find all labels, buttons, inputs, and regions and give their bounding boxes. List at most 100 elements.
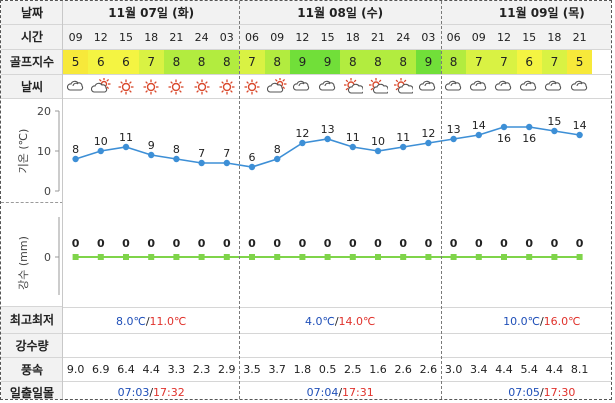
wind-speed-cell: 8.1	[570, 363, 589, 376]
temp-data-label: 7	[223, 147, 230, 160]
rain-point	[148, 254, 155, 260]
sunset-time: 17:32	[153, 386, 185, 399]
rain-data-label: 0	[248, 237, 256, 250]
wind-speed-cell: 0.5	[318, 363, 337, 376]
temp-y-tick-label: 20	[37, 105, 51, 118]
temp-point	[475, 131, 482, 139]
rain-data-label: 0	[223, 237, 231, 250]
rain-point	[551, 254, 558, 260]
sunrise-time: 07:05	[508, 386, 540, 399]
temp-point	[324, 135, 331, 143]
temp-point	[576, 131, 583, 139]
sunset-time: 17:30	[543, 386, 576, 399]
row-label-minmax: 최고최저	[1, 307, 63, 334]
golf-index-cell: 9	[315, 50, 341, 74]
rain-data-label: 0	[173, 237, 181, 250]
hour-cell: 03	[219, 31, 234, 44]
golf-index-cell: 8	[189, 50, 215, 74]
cloudy-icon	[416, 75, 441, 98]
rain-data-label: 0	[399, 237, 407, 250]
sunny-icon	[189, 75, 214, 98]
wind-speed-cell: 2.5	[344, 363, 362, 376]
sun-sep: /	[539, 386, 544, 399]
precip-row	[63, 334, 611, 358]
temp-data-label: 9	[148, 139, 155, 152]
temp-point	[148, 151, 155, 159]
rain-point	[450, 254, 457, 260]
max-temp: 11.0℃	[149, 315, 187, 328]
sun-sep: /	[149, 386, 154, 399]
minmax-sep: /	[145, 315, 150, 328]
golf-index-cell: 6	[113, 50, 139, 74]
rain-point	[349, 254, 356, 260]
hour-cell: 15	[118, 31, 133, 44]
temp-data-label: 11	[346, 131, 360, 144]
wind-speed-cell: 2.3	[192, 363, 211, 376]
minmax-cell: 4.0℃/14.0℃	[239, 308, 441, 335]
rain-point	[576, 254, 583, 260]
golf-index-cell: 8	[163, 50, 189, 74]
day-separator	[239, 1, 241, 399]
temp-point	[551, 127, 558, 135]
hour-cell: 15	[320, 31, 335, 44]
wind-row: 9.0 6.9 6.4 4.4 3.3 2.3 2.9 3.5 3.7 1.8 0.5 2.5 1.6 2…	[63, 358, 611, 382]
rain-data-label: 0	[324, 237, 332, 250]
date-header: 11월 08일 (수)	[297, 6, 384, 20]
rain-point	[72, 254, 79, 260]
sunny-icon	[239, 75, 264, 98]
wind-speed-cell: 2.6	[394, 363, 412, 376]
time-row: 09 12 15 18 21 24 03 06 09 12 15 18 21 24 03 06 09 12 15 18…	[63, 25, 611, 50]
golf-index-cell: 5	[63, 50, 89, 74]
sun-cell: 07:04/17:31	[239, 382, 441, 399]
cloudy-icon	[63, 75, 88, 98]
hour-cell: 18	[547, 31, 562, 44]
temp-point	[122, 143, 130, 151]
temp-data-label: 8	[274, 143, 281, 156]
hour-cell: 12	[93, 31, 108, 44]
hour-cell: 21	[572, 31, 587, 44]
temp-data-label: 11	[396, 131, 410, 144]
hour-cell: 12	[295, 31, 310, 44]
temp-point	[425, 139, 432, 147]
temp-point	[72, 155, 79, 163]
wind-speed-cell: 6.9	[92, 363, 110, 376]
sunny-icon	[113, 75, 138, 98]
hour-cell: 06	[244, 31, 259, 44]
row-label-precip: 강수량	[1, 334, 63, 358]
precipitation-chart: 0 0 0 0 0 0 0 0 0 0 0 0 0 0 0 0 0 0 0 0 0 0	[44, 217, 584, 295]
row-label-date: 날짜	[1, 1, 63, 25]
sunrise-time: 07:04	[306, 386, 339, 399]
rain-point	[400, 254, 407, 260]
temp-y-tick-label: 0	[44, 185, 51, 198]
golf-index-cell: 7	[466, 50, 492, 74]
golf-index-cell: 8	[365, 50, 391, 74]
sun-row: 07:03/17:32 07:04/17:31 07:05/17:30	[63, 382, 611, 399]
rain-data-label: 0	[122, 237, 130, 250]
rain-data-label: 0	[349, 237, 357, 250]
row-label-rain-area	[1, 203, 63, 307]
rain-point	[475, 254, 482, 260]
rain-data-label: 0	[273, 237, 281, 250]
hour-cell: 15	[522, 31, 537, 44]
rain-point	[324, 254, 331, 260]
rain-point	[501, 254, 507, 260]
day-separator	[441, 1, 442, 399]
wind-speed-cell: 3.7	[268, 363, 286, 376]
golf-index-cell: 5	[567, 50, 593, 74]
minmax-cell: 8.0℃/11.0℃	[63, 308, 239, 335]
wind-speed-cell: 2.6	[419, 363, 438, 376]
temperature-chart: 0 10 20 8 10 11 9 8 7 7 6 8 12 13 11 10 11 12 13 14 16 16 15 14	[37, 105, 587, 198]
rain-point	[425, 254, 432, 260]
sunny-icon	[139, 75, 164, 98]
cloudy-icon	[542, 75, 567, 98]
temp-data-label: 16	[522, 132, 536, 145]
sunny-icon	[214, 75, 239, 98]
temp-data-label: 12	[295, 127, 309, 140]
golf-index-cell: 6	[88, 50, 114, 74]
rain-data-label: 0	[72, 237, 80, 250]
golf-index-cell: 8	[441, 50, 467, 74]
rain-point	[299, 254, 306, 260]
wind-speed-cell: 4.4	[142, 363, 160, 376]
hour-cell: 21	[169, 31, 184, 44]
